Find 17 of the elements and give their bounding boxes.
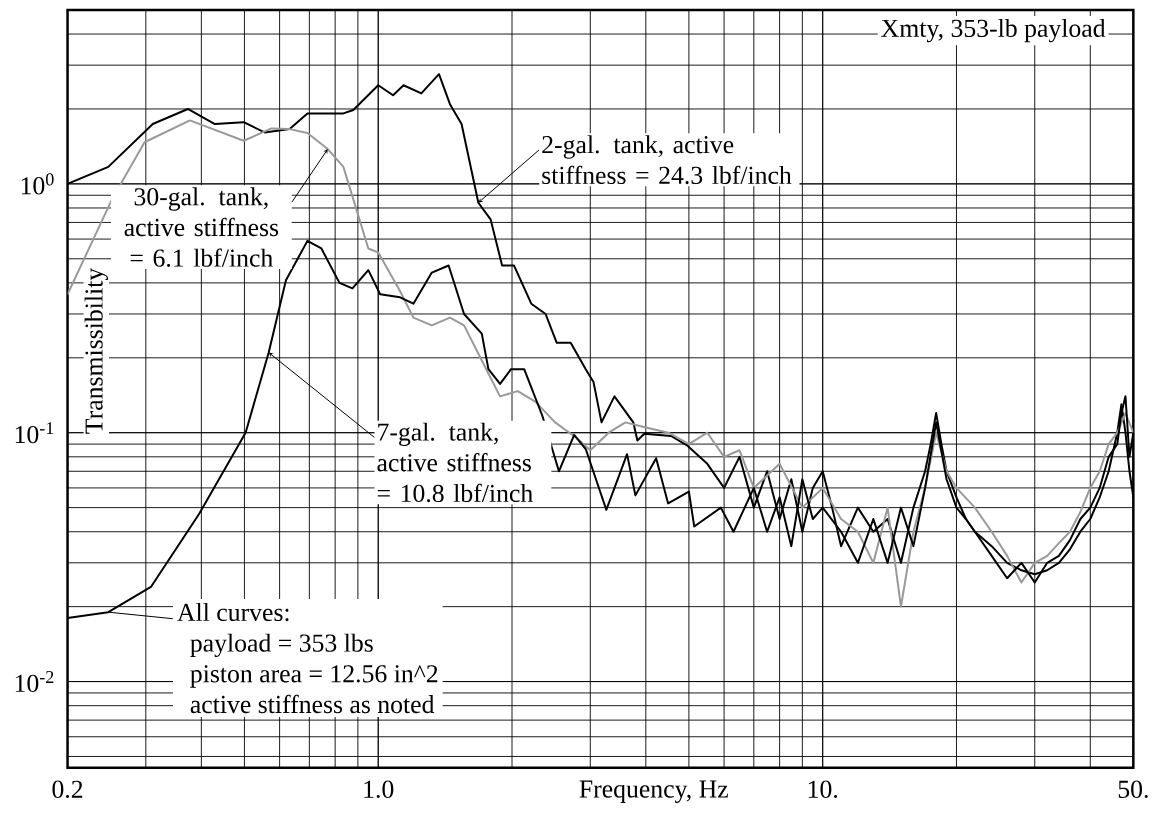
x-tick-label: 10. xyxy=(808,780,838,799)
y-tick-label: 10$^{-2}$ xyxy=(15,671,54,693)
annotation: All curves: xyxy=(177,603,289,622)
annotation: Xmty, 353-lb payload xyxy=(881,19,1106,43)
y-tick-label: 10$^{0}$ xyxy=(21,173,54,195)
y-axis-title: Transmissibility xyxy=(84,268,109,434)
annotation: payload = 353 lbs xyxy=(190,633,373,658)
annotation: active stiffness as noted xyxy=(190,695,435,714)
x-tick-label: 1.0 xyxy=(364,780,394,799)
x-tick-label: 0.2 xyxy=(52,780,83,799)
y-tick-label: 10$^{-1}$ xyxy=(15,422,54,444)
x-tick-label: 50. xyxy=(1118,780,1148,799)
series-label: 30-gal. tank, active stiffness = 6.1 lbf/inch xyxy=(124,187,279,268)
legend-label: 2-gal. tank, active stiffness = 24.3 lbf/inch xyxy=(542,135,792,185)
annotation: piston area = 12.56 in^2 xyxy=(190,665,438,688)
series-label: 7-gal. tank, active stiffness = 10.8 lbf/inch xyxy=(377,422,533,503)
x-axis-title: Frequency, Hz xyxy=(579,780,728,804)
